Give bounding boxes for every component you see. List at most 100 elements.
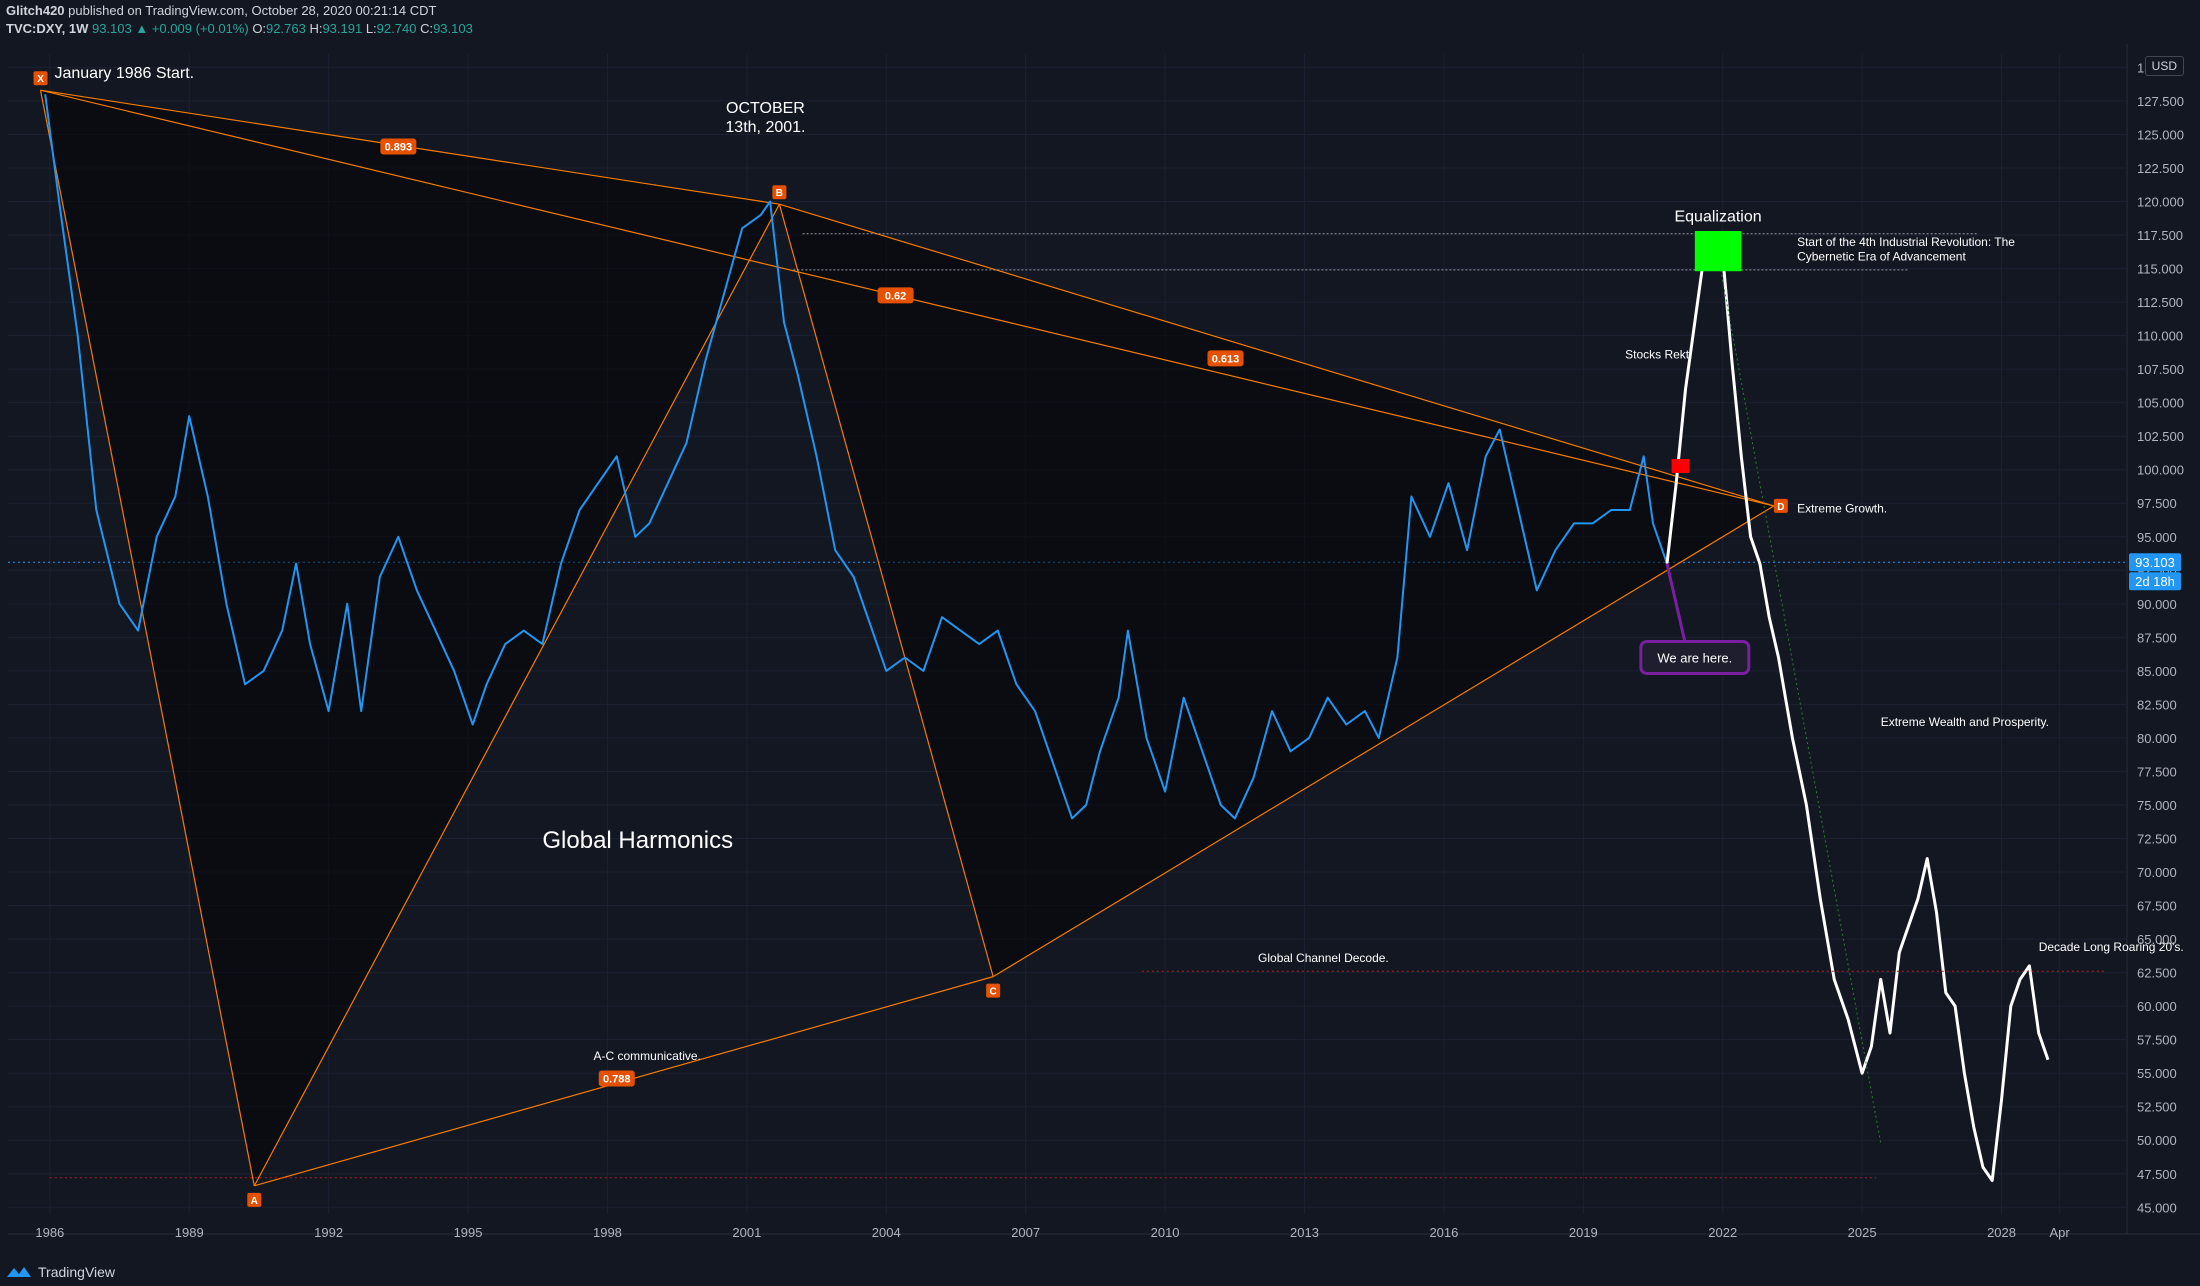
- price-tick-label[interactable]: 57.500: [2137, 1033, 2177, 1048]
- time-tick-label[interactable]: 1989: [175, 1225, 204, 1240]
- dxy-price-line[interactable]: [44, 94, 1668, 820]
- pattern-point-a[interactable]: [247, 1192, 262, 1207]
- harmonic-pattern[interactable]: 0.893 0.62 0.613 0.788 X A B C D: [33, 71, 1788, 1207]
- price-tick-label[interactable]: 62.500: [2137, 966, 2177, 981]
- price-tick-label[interactable]: 60.000: [2137, 999, 2177, 1014]
- countdown-badge[interactable]: [2129, 572, 2181, 591]
- price-tick-label[interactable]: 125.000: [2137, 127, 2184, 142]
- pattern-point-label[interactable]: D: [1777, 502, 1784, 513]
- price-tick-label[interactable]: 80.000: [2137, 731, 2177, 746]
- price-tick-label[interactable]: 117.500: [2137, 228, 2183, 243]
- pattern-point-c[interactable]: [986, 983, 1001, 998]
- time-tick-label[interactable]: 2019: [1569, 1225, 1598, 1240]
- brand-label[interactable]: TradingView: [38, 1264, 116, 1280]
- pattern-point-d[interactable]: [1773, 498, 1788, 513]
- price-tick-label[interactable]: 77.500: [2137, 764, 2177, 779]
- annotation-text[interactable]: Global Harmonics: [542, 827, 733, 854]
- price-tick-label[interactable]: 72.500: [2137, 832, 2177, 847]
- time-tick-label[interactable]: 2013: [1290, 1225, 1319, 1240]
- price-tick-label[interactable]: 50.000: [2137, 1133, 2177, 1148]
- price-tick-label[interactable]: 127.500: [2137, 94, 2184, 109]
- time-tick-label[interactable]: 1995: [454, 1225, 483, 1240]
- publisher-name[interactable]: Glitch420: [6, 3, 65, 18]
- price-tick-label[interactable]: 97.500: [2137, 496, 2177, 511]
- pattern-point-label[interactable]: A: [251, 1196, 258, 1207]
- pattern-point-label[interactable]: X: [37, 74, 44, 85]
- annotation-text[interactable]: Decade Long Roaring 20's.: [2039, 940, 2184, 954]
- time-tick-label[interactable]: 2001: [732, 1225, 761, 1240]
- annotation-text[interactable]: Equalization: [1674, 209, 1761, 226]
- annotation-text[interactable]: OCTOBER: [726, 100, 805, 117]
- price-tick-label[interactable]: 110.000: [2137, 329, 2183, 344]
- price-tick-label[interactable]: 120.000: [2137, 195, 2184, 210]
- last-price: 93.103: [91, 21, 132, 36]
- we-are-here-callout[interactable]: [1639, 639, 1751, 675]
- price-tick-label[interactable]: 112.500: [2137, 295, 2183, 310]
- price-tick-label[interactable]: 47.500: [2137, 1167, 2177, 1182]
- price-tick-label[interactable]: 105.000: [2137, 396, 2184, 411]
- time-tick-label[interactable]: 2004: [872, 1225, 901, 1240]
- pattern-point-label[interactable]: C: [990, 987, 997, 998]
- time-tick-label[interactable]: 2028: [1987, 1225, 2016, 1240]
- price-tick-label[interactable]: 70.000: [2137, 865, 2177, 880]
- price-tick-label[interactable]: 55.000: [2137, 1066, 2177, 1081]
- pattern-point-label[interactable]: B: [776, 188, 783, 199]
- ratio-text[interactable]: 0.613: [1212, 353, 1240, 365]
- time-tick-label[interactable]: 1992: [314, 1225, 343, 1240]
- annotation-text[interactable]: Start of the 4th Industrial Revolution: …: [1797, 235, 2015, 249]
- price-tick-label[interactable]: 95.000: [2137, 530, 2177, 545]
- time-axis[interactable]: 1986 1989 1992 1995 1998 2001 2004 2007 2010 2013…: [35, 1225, 2070, 1240]
- annotation-text[interactable]: 13th, 2001.: [725, 119, 805, 136]
- price-series: [44, 94, 2050, 1182]
- tradingview-logo-icon: [7, 1267, 31, 1277]
- price-tick-label[interactable]: 75.000: [2137, 798, 2177, 813]
- time-tick-label[interactable]: 1986: [35, 1225, 64, 1240]
- ratio-badge[interactable]: [877, 287, 914, 304]
- ratio-text[interactable]: 0.62: [885, 290, 906, 302]
- ratio-badge[interactable]: [1207, 350, 1244, 367]
- price-tick-label[interactable]: 100.000: [2137, 463, 2184, 478]
- price-tick-label[interactable]: 87.500: [2137, 630, 2177, 645]
- time-tick-label[interactable]: 2010: [1151, 1225, 1180, 1240]
- projection-line[interactable]: [1665, 240, 2050, 1182]
- countdown-text[interactable]: 2d 18h: [2135, 574, 2175, 589]
- chart-annotations[interactable]: January 1986 Start. OCTOBER 13th, 2001. Equ…: [54, 65, 2183, 1063]
- we-are-here-text[interactable]: We are here.: [1657, 650, 1732, 665]
- ratio-badge[interactable]: [380, 138, 417, 155]
- current-price-badge[interactable]: [2129, 553, 2181, 572]
- pattern-point-x[interactable]: [33, 71, 48, 86]
- time-tick-label[interactable]: 2007: [1011, 1225, 1040, 1240]
- annotation-text[interactable]: Stocks Rekt.: [1625, 347, 1692, 361]
- price-tick-label[interactable]: 90.000: [2137, 597, 2177, 612]
- annotation-text[interactable]: Cybernetic Era of Advancement: [1797, 250, 1966, 264]
- time-tick-label[interactable]: 2025: [1848, 1225, 1877, 1240]
- time-tick-label[interactable]: 1998: [593, 1225, 622, 1240]
- time-tick-label[interactable]: 2016: [1429, 1225, 1458, 1240]
- price-tick-label[interactable]: 82.500: [2137, 697, 2177, 712]
- time-tick-label[interactable]: 2022: [1708, 1225, 1737, 1240]
- annotation-text[interactable]: January 1986 Start.: [54, 65, 194, 82]
- annotation-text[interactable]: Extreme Growth.: [1797, 502, 1887, 516]
- current-price-text[interactable]: 93.103: [2135, 555, 2175, 570]
- price-tick-label[interactable]: 102.500: [2137, 429, 2184, 444]
- price-tick-label[interactable]: 85.000: [2137, 664, 2177, 679]
- annotation-text[interactable]: Global Channel Decode.: [1258, 951, 1389, 965]
- symbol-label[interactable]: TVC:DXY, 1W: [6, 21, 89, 36]
- price-tick-label[interactable]: 45.000: [2137, 1200, 2177, 1215]
- price-axis[interactable]: 45.000 47.500 50.000 52.500 55.000 57.500 60.0…: [2129, 60, 2184, 1215]
- price-tick-label[interactable]: 115.000: [2137, 262, 2183, 277]
- ratio-text[interactable]: 0.788: [603, 1074, 631, 1086]
- ratio-badge[interactable]: [598, 1070, 635, 1087]
- pattern-point-b[interactable]: [772, 185, 787, 200]
- time-tick-label[interactable]: Apr: [2050, 1225, 2071, 1240]
- annotation-text[interactable]: A-C communicative.: [594, 1049, 701, 1063]
- price-tick-label[interactable]: 52.500: [2137, 1100, 2177, 1115]
- price-tick-label[interactable]: 67.500: [2137, 899, 2177, 914]
- price-tick-label[interactable]: 107.500: [2137, 362, 2184, 377]
- currency-label[interactable]: USD: [2144, 56, 2184, 76]
- annotation-text[interactable]: Extreme Wealth and Prosperity.: [1881, 715, 2049, 729]
- price-tick-label[interactable]: 122.500: [2137, 161, 2184, 176]
- ratio-text[interactable]: 0.893: [385, 142, 413, 154]
- price-tick-label[interactable]: 65.000: [2137, 932, 2177, 947]
